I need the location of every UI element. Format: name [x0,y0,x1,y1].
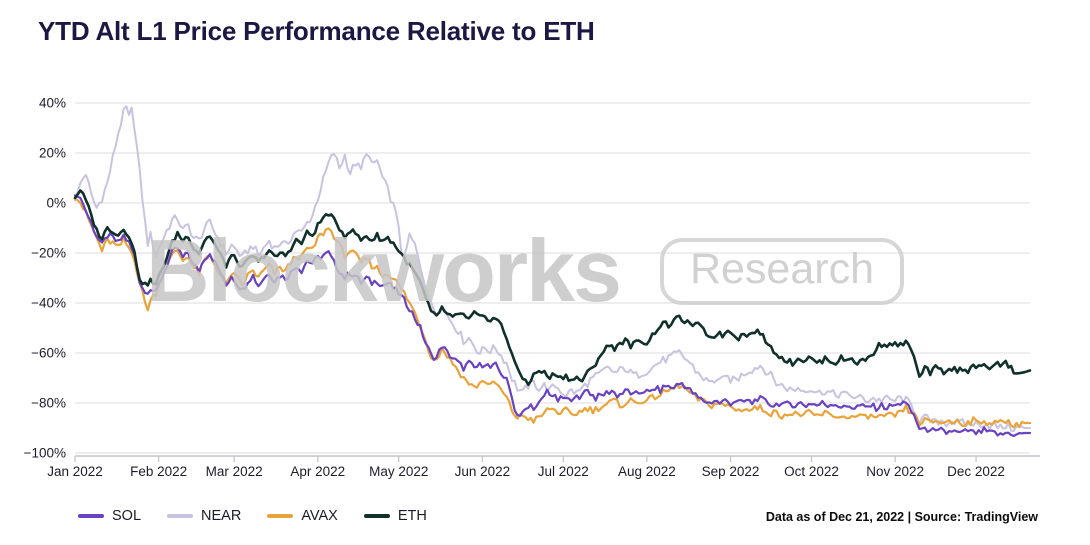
page-title: YTD Alt L1 Price Performance Relative to… [38,16,595,46]
legend-swatch-eth [363,514,390,518]
legend: SOL NEAR AVAX ETH [78,508,427,524]
x-axis-tick-label: Aug 2022 [618,464,676,479]
x-axis-tick-label: Oct 2022 [784,464,839,479]
source-note: Data as of Dec 21, 2022 | Source: Tradin… [765,510,1038,524]
legend-swatch-sol [78,514,104,518]
x-axis-tick-label: Jun 2022 [455,464,511,479]
legend-label-sol: SOL [112,508,142,524]
legend-label-eth: ETH [397,508,427,524]
y-axis-tick-label: 0% [46,196,66,211]
x-axis-tick-label: Jul 2022 [538,464,589,479]
y-axis-tick-label: −60% [31,346,66,361]
legend-label-avax: AVAX [301,508,338,524]
series-line-near [74,105,1031,432]
y-axis-tick-label: 40% [39,96,66,111]
x-axis-tick-label: Apr 2022 [290,464,345,479]
series-line-avax [73,196,1032,429]
y-axis-tick-label: −100% [24,446,66,461]
x-axis-tick-label: Jan 2022 [47,464,103,479]
x-axis-tick-label: Nov 2022 [866,464,924,479]
x-axis-tick-label: Mar 2022 [206,464,263,479]
legend-item-near: NEAR [167,508,241,524]
legend-swatch-avax [267,514,294,518]
legend-item-sol: SOL [78,508,141,524]
y-axis-tick-label: −20% [31,246,66,261]
y-axis-tick-label: −40% [31,296,66,311]
series-line-sol [73,194,1032,437]
legend-swatch-near [167,514,194,518]
x-axis-tick-label: Dec 2022 [947,464,1005,479]
legend-item-eth: ETH [363,508,427,524]
series-line-eth [73,189,1032,387]
x-axis-tick-label: May 2022 [369,464,428,479]
x-axis-tick-label: Feb 2022 [130,464,187,479]
y-axis-tick-label: 20% [39,146,66,161]
y-axis-tick-label: −80% [31,396,66,411]
legend-label-near: NEAR [201,508,242,524]
legend-item-avax: AVAX [267,508,338,524]
x-axis-tick-label: Sep 2022 [702,464,760,479]
